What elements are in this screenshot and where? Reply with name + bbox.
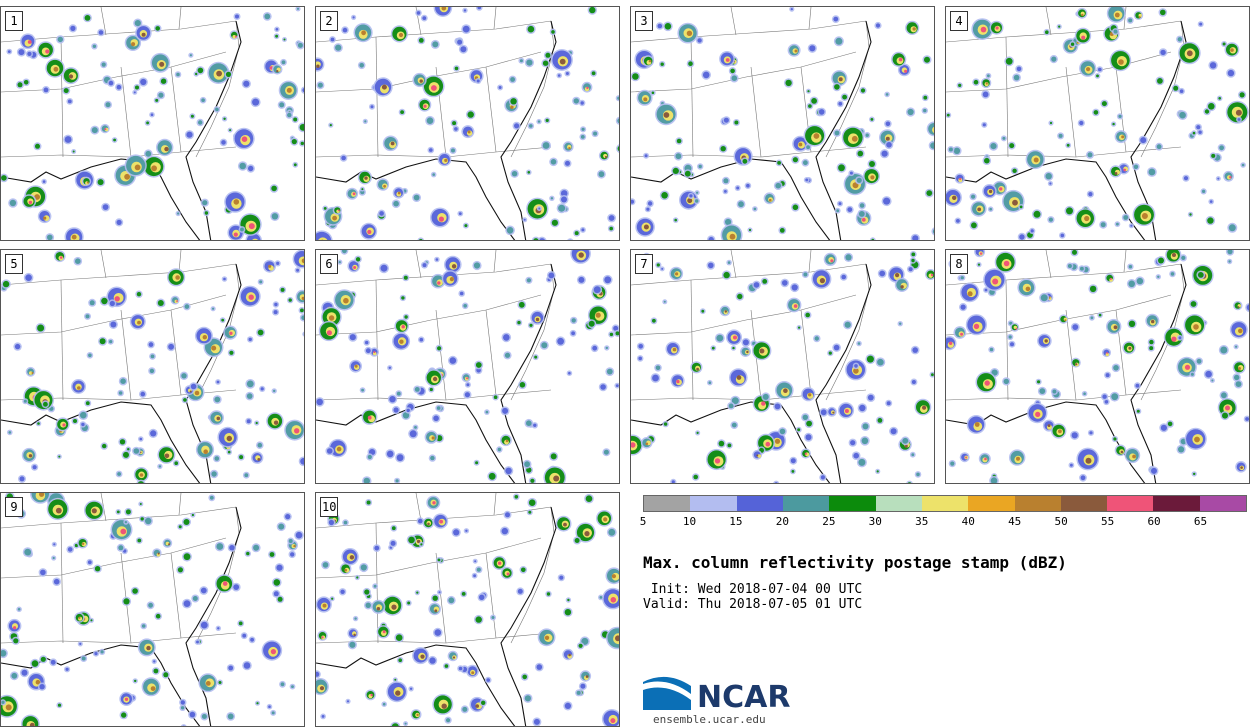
colorbar-tick-label: 20 — [775, 515, 789, 528]
colorbar-tick-label: 5 — [639, 515, 647, 528]
colorbar-segment — [1060, 496, 1108, 511]
colorbar — [643, 495, 1247, 512]
ncar-logo-text: NCAR — [697, 680, 791, 715]
colorbar-segment — [1014, 496, 1061, 511]
member-number: 4 — [950, 11, 968, 31]
member-number: 5 — [5, 254, 23, 274]
reflectivity-map — [316, 250, 619, 483]
colorbar-tick-label: 10 — [682, 515, 697, 528]
colorbar-tick-label: 55 — [1100, 515, 1115, 528]
colorbar-segment — [968, 496, 1015, 511]
postage-stamp-panel: 5 — [0, 249, 305, 484]
colorbar-tick-label: 15 — [729, 515, 743, 528]
colorbar-segment — [1107, 496, 1154, 511]
colorbar-segment — [921, 496, 969, 511]
colorbar-segment — [875, 496, 922, 511]
postage-stamp-panel: 9 — [0, 492, 305, 727]
reflectivity-map — [1, 493, 304, 726]
ncar-logo-icon — [643, 676, 691, 710]
figure-title: Max. column reflectivity postage stamp (… — [643, 553, 1067, 572]
colorbar-tick-label: 50 — [1054, 515, 1068, 528]
colorbar-tick-label: 60 — [1147, 515, 1161, 528]
postage-stamp-panel: 7 — [630, 249, 935, 484]
reflectivity-map — [1, 250, 304, 483]
member-number: 3 — [635, 11, 653, 31]
postage-stamp-panel: 6 — [315, 249, 620, 484]
colorbar-tick-label: 25 — [822, 515, 836, 528]
colorbar-tick-labels: 5 10 15 20 25 30 35 40 45 50 55 60 65 — [639, 515, 1247, 529]
logo-url: ensemble.ucar.edu — [653, 713, 766, 726]
init-time: Init: Wed 2018-07-04 00 UTC — [643, 582, 863, 597]
colorbar-segment — [1199, 496, 1247, 511]
member-number: 1 — [5, 11, 23, 31]
valid-time: Valid: Thu 2018-07-05 01 UTC — [643, 597, 863, 612]
member-number: 8 — [950, 254, 968, 274]
reflectivity-map — [946, 7, 1249, 240]
colorbar-tick-label: 45 — [1008, 515, 1022, 528]
colorbar-segment — [1153, 496, 1200, 511]
colorbar-segment — [782, 496, 830, 511]
reflectivity-map — [1, 7, 304, 240]
colorbar-segment — [829, 496, 876, 511]
colorbar-segment — [736, 496, 783, 511]
postage-stamp-panel: 1 — [0, 6, 305, 241]
member-number: 7 — [635, 254, 653, 274]
postage-stamp-panel: 2 — [315, 6, 620, 241]
member-number: 9 — [5, 497, 23, 517]
colorbar-tick-label: 35 — [915, 515, 929, 528]
reflectivity-map — [316, 493, 619, 726]
reflectivity-map — [631, 250, 934, 483]
colorbar-segment — [690, 496, 737, 511]
postage-stamp-panel: 8 — [945, 249, 1250, 484]
colorbar-tick-label: 65 — [1193, 515, 1208, 528]
reflectivity-map — [946, 250, 1249, 483]
reflectivity-map — [316, 7, 619, 240]
member-number: 2 — [320, 11, 338, 31]
postage-stamp-panel: 4 — [945, 6, 1250, 241]
colorbar-tick-label: 40 — [961, 515, 975, 528]
colorbar-tick-label: 30 — [868, 515, 882, 528]
member-number: 10 — [320, 497, 339, 517]
postage-stamp-panel: 10 — [315, 492, 620, 727]
postage-stamp-panel: 3 — [630, 6, 935, 241]
member-number: 6 — [320, 254, 338, 274]
colorbar-segment — [644, 496, 691, 511]
reflectivity-map — [631, 7, 934, 240]
